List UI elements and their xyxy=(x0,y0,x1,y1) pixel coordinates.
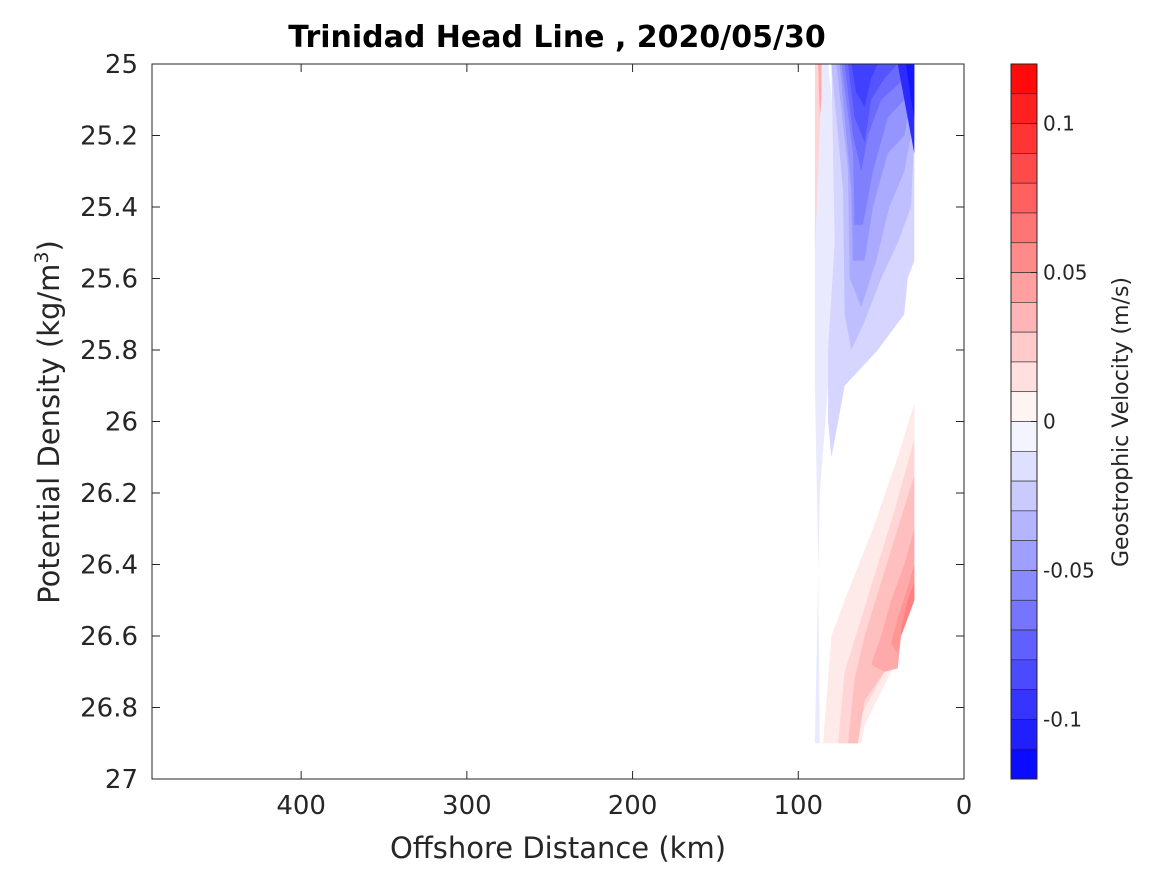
y-tick-label: 25 xyxy=(105,50,138,80)
colorbar-tick-label: 0.1 xyxy=(1043,112,1075,136)
colorbar-segment xyxy=(1010,182,1038,214)
colorbar-segment xyxy=(1010,659,1038,690)
colorbar-tick-label: -0.1 xyxy=(1043,707,1082,731)
colorbar-segment xyxy=(1010,450,1038,482)
y-tick-label: 26.6 xyxy=(80,622,138,652)
y-axis-label: Potential Density (kg/m3) xyxy=(31,240,66,604)
contour-region-15 xyxy=(891,564,915,654)
x-tick-label: 400 xyxy=(276,791,326,821)
colorbar-tick-label: -0.05 xyxy=(1043,558,1095,582)
colorbar-segment xyxy=(1010,480,1038,512)
y-axis-label-superscript: 3 xyxy=(31,251,53,263)
colorbar-segment xyxy=(1010,719,1038,750)
y-tick-label: 26.2 xyxy=(80,479,138,509)
y-tick-label: 26 xyxy=(105,408,138,438)
colorbar-segment xyxy=(1010,302,1038,333)
colorbar-segment xyxy=(1010,212,1038,244)
colorbar-segment xyxy=(1010,331,1038,363)
colorbar-segment xyxy=(1010,510,1038,541)
colorbar-segment xyxy=(1010,570,1038,601)
colorbar-segment xyxy=(1010,63,1038,95)
colorbar-segment xyxy=(1010,629,1038,661)
colorbar-segment xyxy=(1010,599,1038,631)
colorbar-segment xyxy=(1010,748,1038,780)
y-tick-label: 25.8 xyxy=(80,336,138,366)
y-tick-label: 25.6 xyxy=(80,265,138,295)
y-tick-label: 25.2 xyxy=(80,122,138,152)
y-axis-label-suffix: ) xyxy=(32,240,66,251)
colorbar-segment xyxy=(1010,689,1038,720)
x-axis-label: Offshore Distance (km) xyxy=(390,831,726,865)
colorbar-label: Geostrophic Velocity (m/s) xyxy=(1109,277,1134,567)
y-tick-label: 26.8 xyxy=(80,694,138,724)
x-tick-label: 300 xyxy=(442,791,492,821)
contour-region-8 xyxy=(851,64,878,107)
colorbar-segment xyxy=(1010,391,1038,422)
colorbar-segment xyxy=(1010,540,1038,571)
x-axis: 400 300 200 100 0 xyxy=(276,64,972,821)
y-tick-label: 25.4 xyxy=(80,193,138,223)
y-axis: 25 25.2 25.4 25.6 25.8 26 26.2 26.4 26.6 26.8 27 xyxy=(80,50,964,795)
contour-fill-layer xyxy=(814,64,915,744)
colorbar-segment xyxy=(1010,242,1038,273)
contour-region-13 xyxy=(848,475,915,744)
colorbar-segment xyxy=(1010,123,1038,154)
contour-region-10 xyxy=(906,64,915,118)
colorbar-segment xyxy=(1010,421,1038,452)
colorbar-segment xyxy=(1010,272,1038,303)
colorbar-tick-label: 0 xyxy=(1043,410,1056,434)
colorbar: 0.1 0.05 0 -0.05 -0.1 xyxy=(1010,63,1095,780)
colorbar-segment xyxy=(1010,361,1038,393)
contour-region-16 xyxy=(901,582,915,636)
contour-region-14 xyxy=(871,528,915,672)
y-tick-label: 26.4 xyxy=(80,551,138,581)
y-tick-label: 27 xyxy=(105,765,138,795)
contour-region-18 xyxy=(818,64,822,118)
x-tick-label: 200 xyxy=(608,791,658,821)
x-tick-label: 100 xyxy=(773,791,823,821)
chart-title: Trinidad Head Line , 2020/05/30 xyxy=(288,20,825,55)
colorbar-segment xyxy=(1010,93,1038,124)
y-axis-label-main: Potential Density (kg/m xyxy=(32,264,66,604)
x-tick-label: 0 xyxy=(956,791,973,821)
colorbar-tick-label: 0.05 xyxy=(1043,261,1088,285)
colorbar-segment xyxy=(1010,153,1038,184)
